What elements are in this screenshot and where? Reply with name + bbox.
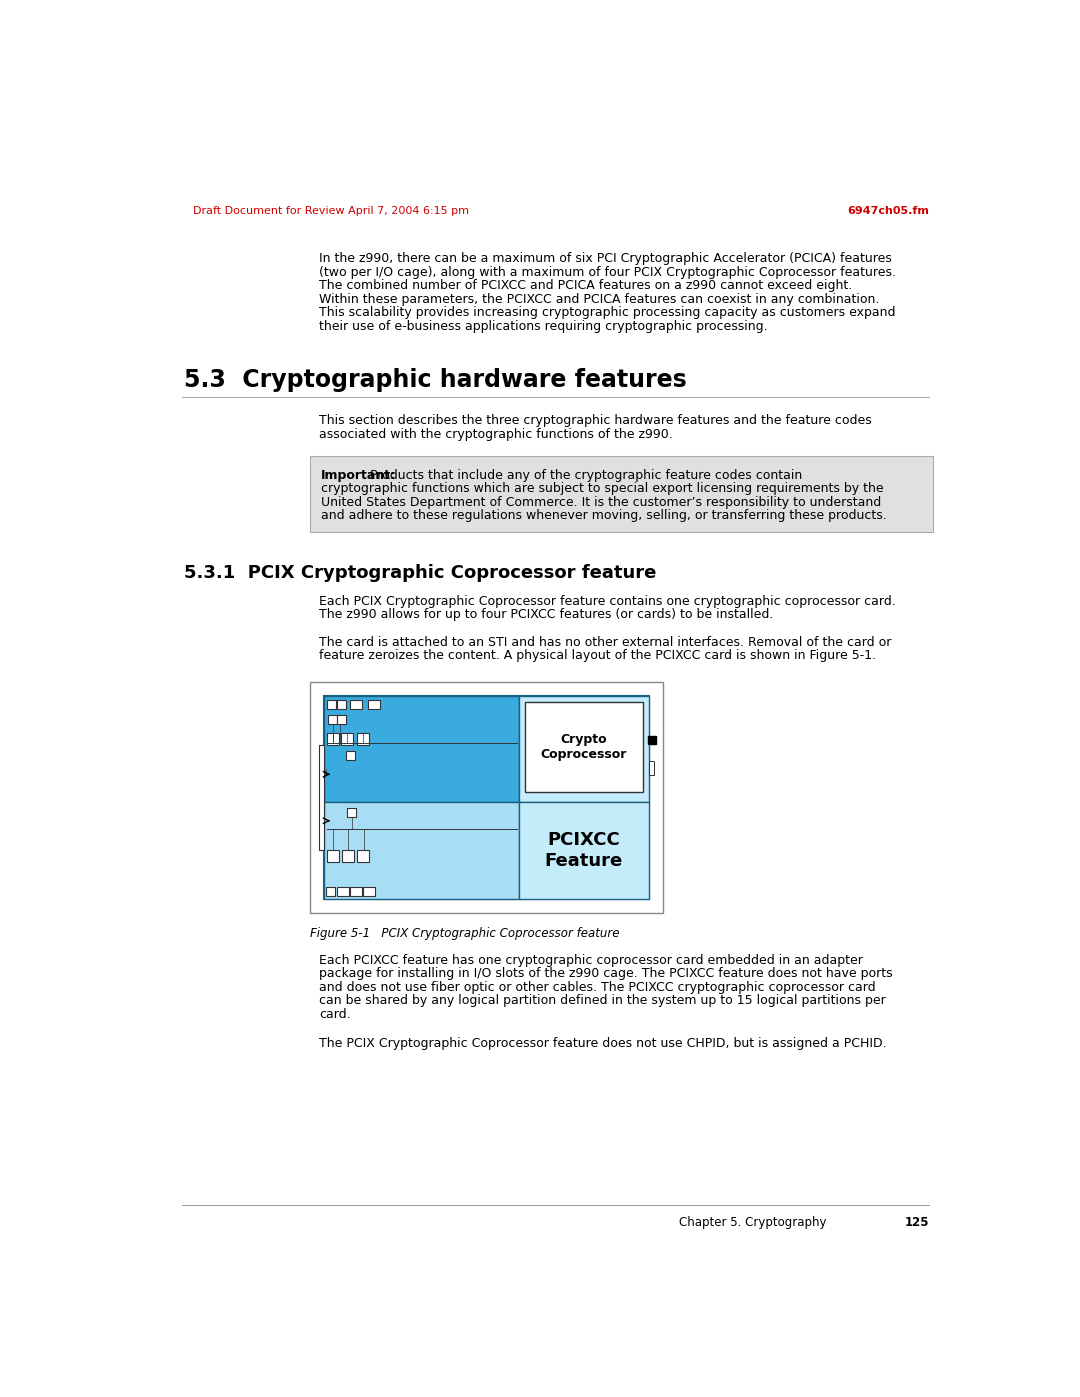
Text: This section describes the three cryptographic hardware features and the feature: This section describes the three cryptog… <box>320 414 873 427</box>
Text: feature zeroizes the content. A physical layout of the PCIXCC card is shown in F: feature zeroizes the content. A physical… <box>320 650 877 662</box>
Text: Chapter 5. Cryptography: Chapter 5. Cryptography <box>679 1217 826 1229</box>
Text: Crypto
Coprocessor: Crypto Coprocessor <box>541 733 627 761</box>
Text: Draft Document for Review April 7, 2004 6:15 pm: Draft Document for Review April 7, 2004 … <box>193 207 469 217</box>
Text: The combined number of PCIXCC and PCICA features on a z990 cannot exceed eight.: The combined number of PCIXCC and PCICA … <box>320 279 853 292</box>
Bar <box>327 733 339 745</box>
Bar <box>649 761 654 775</box>
Text: 5.3.1  PCIX Cryptographic Coprocessor feature: 5.3.1 PCIX Cryptographic Coprocessor fea… <box>184 564 657 583</box>
Bar <box>310 682 663 914</box>
Bar <box>324 696 649 900</box>
Text: The card is attached to an STI and has no other external interfaces. Removal of : The card is attached to an STI and has n… <box>320 636 892 648</box>
Text: associated with the cryptographic functions of the z990.: associated with the cryptographic functi… <box>320 427 673 440</box>
Text: This scalability provides increasing cryptographic processing capacity as custom: This scalability provides increasing cry… <box>320 306 896 320</box>
Text: Within these parameters, the PCIXCC and PCICA features can coexist in any combin: Within these parameters, the PCIXCC and … <box>320 293 880 306</box>
Bar <box>319 745 324 851</box>
Text: Each PCIXCC feature has one cryptographic coprocessor card embedded in an adapte: Each PCIXCC feature has one cryptographi… <box>320 954 863 967</box>
Bar <box>363 887 375 895</box>
Text: The PCIX Cryptographic Coprocessor feature does not use CHPID, but is assigned a: The PCIX Cryptographic Coprocessor featu… <box>320 1037 887 1049</box>
Text: package for installing in I/O slots of the z990 cage. The PCIXCC feature does no: package for installing in I/O slots of t… <box>320 967 893 981</box>
Bar <box>326 887 335 895</box>
Bar <box>525 703 643 792</box>
Bar <box>518 802 649 900</box>
Bar <box>367 700 379 710</box>
Text: Figure 5-1   PCIX Cryptographic Coprocessor feature: Figure 5-1 PCIX Cryptographic Coprocesso… <box>310 926 620 940</box>
Bar <box>348 807 356 817</box>
Bar <box>337 715 347 724</box>
Text: United States Department of Commerce. It is the customer’s responsibility to und: United States Department of Commerce. It… <box>321 496 881 509</box>
Text: and adhere to these regulations whenever moving, selling, or transferring these : and adhere to these regulations whenever… <box>321 509 887 522</box>
Bar <box>324 802 518 900</box>
Bar <box>357 851 369 862</box>
Bar <box>356 733 368 745</box>
Text: 6947ch05.fm: 6947ch05.fm <box>848 207 930 217</box>
Bar <box>518 696 649 802</box>
Bar <box>337 700 347 710</box>
Bar <box>346 752 354 760</box>
Bar <box>327 700 336 710</box>
Bar <box>350 700 363 710</box>
Text: PCIXCC
Feature: PCIXCC Feature <box>544 831 623 870</box>
Text: cryptographic functions which are subject to special export licensing requiremen: cryptographic functions which are subjec… <box>321 482 883 495</box>
Bar <box>310 457 933 532</box>
Bar <box>337 887 349 895</box>
Text: Products that include any of the cryptographic feature codes contain: Products that include any of the cryptog… <box>366 469 802 482</box>
Text: The z990 allows for up to four PCIXCC features (or cards) to be installed.: The z990 allows for up to four PCIXCC fe… <box>320 609 774 622</box>
Text: In the z990, there can be a maximum of six PCI Cryptographic Accelerator (PCICA): In the z990, there can be a maximum of s… <box>320 253 892 265</box>
Text: can be shared by any logical partition defined in the system up to 15 logical pa: can be shared by any logical partition d… <box>320 995 887 1007</box>
Bar <box>341 733 353 745</box>
Text: Each PCIX Cryptographic Coprocessor feature contains one cryptographic coprocess: Each PCIX Cryptographic Coprocessor feat… <box>320 595 896 608</box>
Text: 5.3  Cryptographic hardware features: 5.3 Cryptographic hardware features <box>184 367 687 391</box>
Bar <box>324 696 518 802</box>
Bar <box>350 887 362 895</box>
Text: Important:: Important: <box>321 469 396 482</box>
Text: 125: 125 <box>905 1217 930 1229</box>
Bar <box>342 851 354 862</box>
Bar <box>328 715 337 724</box>
Text: (two per I/O cage), along with a maximum of four PCIX Cryptographic Coprocessor : (two per I/O cage), along with a maximum… <box>320 265 896 279</box>
Text: their use of e-business applications requiring cryptographic processing.: their use of e-business applications req… <box>320 320 768 332</box>
Text: and does not use fiber optic or other cables. The PCIXCC cryptographic coprocess: and does not use fiber optic or other ca… <box>320 981 876 993</box>
Bar <box>327 851 339 862</box>
Text: card.: card. <box>320 1007 351 1021</box>
